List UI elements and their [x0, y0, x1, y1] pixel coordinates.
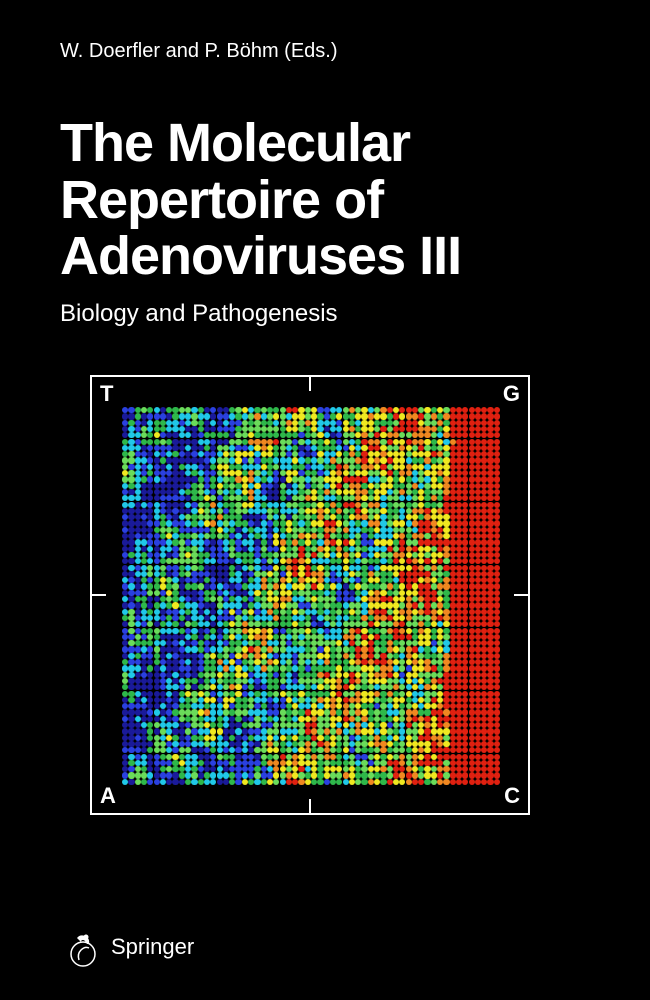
editors-text: W. Doerfler and P. Böhm (Eds.): [60, 40, 338, 63]
nucleotide-label-t: T: [100, 381, 113, 407]
nucleotide-label-a: A: [100, 783, 116, 809]
publisher-name: Springer: [111, 934, 194, 960]
book-title: The Molecular Repertoire of Adenoviruses…: [60, 115, 620, 285]
nucleotide-label-g: G: [503, 381, 520, 407]
springer-logo-icon: [65, 926, 101, 968]
axis-tick: [514, 594, 528, 596]
axis-tick: [309, 799, 311, 813]
book-subtitle: Biology and Pathogenesis: [60, 300, 338, 328]
nucleotide-label-c: C: [504, 783, 520, 809]
axis-tick: [309, 377, 311, 391]
cgr-heatmap: [122, 407, 500, 785]
cgr-plot-frame: T G A C: [90, 375, 530, 815]
publisher-block: Springer: [65, 926, 194, 968]
axis-tick: [92, 594, 106, 596]
